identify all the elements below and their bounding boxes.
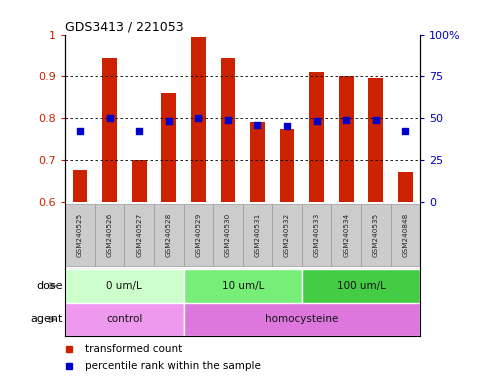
- Text: control: control: [106, 314, 142, 324]
- Text: agent: agent: [30, 314, 63, 324]
- Bar: [398, 172, 413, 202]
- Point: [195, 115, 202, 121]
- Text: GSM240535: GSM240535: [373, 213, 379, 257]
- Bar: [191, 36, 206, 202]
- Text: GSM240525: GSM240525: [77, 213, 83, 257]
- Bar: [302, 269, 420, 303]
- Bar: [102, 58, 117, 202]
- Point: [372, 117, 380, 123]
- Point: [283, 123, 291, 129]
- Text: 10 um/L: 10 um/L: [222, 281, 264, 291]
- Bar: [272, 204, 302, 266]
- Text: GSM240527: GSM240527: [136, 213, 142, 257]
- Text: GSM240533: GSM240533: [313, 213, 320, 257]
- Bar: [242, 204, 272, 266]
- Point: [165, 118, 172, 124]
- Bar: [184, 204, 213, 266]
- Point: [313, 118, 321, 124]
- Text: GSM240529: GSM240529: [195, 213, 201, 257]
- Text: GSM240534: GSM240534: [343, 213, 349, 257]
- Text: 100 um/L: 100 um/L: [337, 281, 385, 291]
- Text: homocysteine: homocysteine: [265, 314, 339, 324]
- Bar: [184, 269, 302, 303]
- Text: GSM240526: GSM240526: [107, 213, 113, 257]
- Bar: [184, 303, 420, 336]
- Bar: [65, 204, 95, 266]
- Text: GSM240848: GSM240848: [402, 213, 409, 257]
- Text: GDS3413 / 221053: GDS3413 / 221053: [65, 20, 184, 33]
- Bar: [302, 204, 331, 266]
- Text: GSM240531: GSM240531: [255, 213, 260, 257]
- Text: dose: dose: [36, 281, 63, 291]
- Text: GSM240528: GSM240528: [166, 213, 172, 257]
- Text: percentile rank within the sample: percentile rank within the sample: [85, 361, 261, 371]
- Point: [342, 117, 350, 123]
- Bar: [213, 204, 242, 266]
- Bar: [221, 58, 235, 202]
- Bar: [125, 204, 154, 266]
- Text: GSM240530: GSM240530: [225, 213, 231, 257]
- Point: [76, 127, 84, 134]
- Bar: [280, 129, 295, 202]
- Text: 0 um/L: 0 um/L: [106, 281, 142, 291]
- Bar: [369, 78, 383, 202]
- Bar: [331, 204, 361, 266]
- Bar: [161, 93, 176, 202]
- Bar: [72, 170, 87, 202]
- Point: [401, 128, 409, 134]
- Bar: [250, 122, 265, 202]
- Point: [254, 122, 261, 128]
- Bar: [154, 204, 184, 266]
- Bar: [339, 76, 354, 202]
- Bar: [65, 269, 184, 303]
- Point: [224, 117, 232, 123]
- Point: [106, 115, 114, 121]
- Text: GSM240532: GSM240532: [284, 213, 290, 257]
- Bar: [309, 72, 324, 202]
- Bar: [361, 204, 391, 266]
- Bar: [95, 204, 125, 266]
- Bar: [65, 303, 184, 336]
- Point: [135, 127, 143, 134]
- Bar: [132, 160, 146, 202]
- Bar: [391, 204, 420, 266]
- Text: transformed count: transformed count: [85, 344, 182, 354]
